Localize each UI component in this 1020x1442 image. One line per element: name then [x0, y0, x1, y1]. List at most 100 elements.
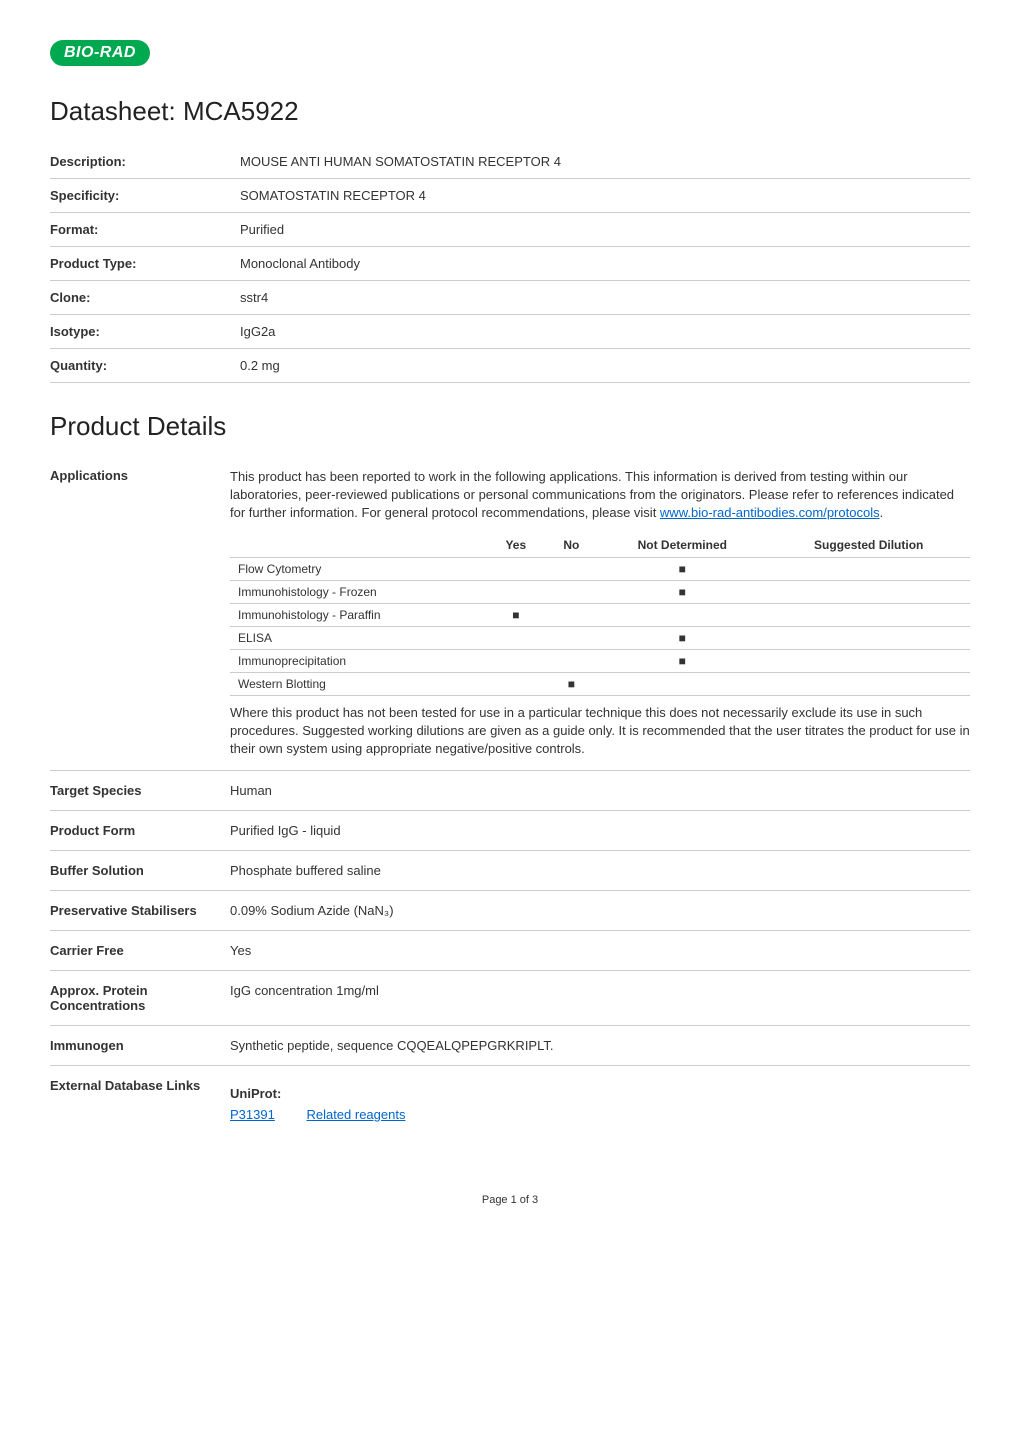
- header-row-label: Description:: [50, 145, 240, 179]
- applications-value: This product has been reported to work i…: [230, 468, 970, 758]
- app-row-name: Immunoprecipitation: [230, 649, 486, 672]
- applications-after-table: Where this product has not been tested f…: [230, 704, 970, 759]
- app-row-cell: [767, 557, 970, 580]
- header-row-value: sstr4: [240, 281, 970, 315]
- external-db-label: External Database Links: [50, 1078, 230, 1093]
- header-row-value: SOMATOSTATIN RECEPTOR 4: [240, 179, 970, 213]
- header-table: Description:MOUSE ANTI HUMAN SOMATOSTATI…: [50, 145, 970, 383]
- app-row-cell: [767, 580, 970, 603]
- detail-row-value: Human: [230, 783, 970, 798]
- header-row: Product Type:Monoclonal Antibody: [50, 247, 970, 281]
- detail-row: ImmunogenSynthetic peptide, sequence CQQ…: [50, 1025, 970, 1065]
- detail-row-label: Target Species: [50, 783, 230, 798]
- detail-row: Buffer SolutionPhosphate buffered saline: [50, 850, 970, 890]
- detail-row-label: Product Form: [50, 823, 230, 838]
- app-row-cell: [486, 672, 545, 695]
- app-table-row: ELISA ■: [230, 626, 970, 649]
- app-table-header: No: [545, 533, 597, 558]
- detail-row-label: Immunogen: [50, 1038, 230, 1053]
- app-row-cell: [767, 603, 970, 626]
- uniprot-heading: UniProt:: [230, 1086, 970, 1101]
- header-row: Description:MOUSE ANTI HUMAN SOMATOSTATI…: [50, 145, 970, 179]
- header-row-label: Isotype:: [50, 315, 240, 349]
- header-row: Specificity:SOMATOSTATIN RECEPTOR 4: [50, 179, 970, 213]
- app-row-name: Western Blotting: [230, 672, 486, 695]
- app-row-cell: [486, 557, 545, 580]
- detail-row-value: IgG concentration 1mg/ml: [230, 983, 970, 998]
- header-row: Quantity:0.2 mg: [50, 349, 970, 383]
- applications-table: YesNoNot DeterminedSuggested Dilution Fl…: [230, 533, 970, 696]
- applications-intro: This product has been reported to work i…: [230, 468, 970, 523]
- uniprot-id-link[interactable]: P31391: [230, 1107, 275, 1122]
- related-reagents-link[interactable]: Related reagents: [306, 1107, 405, 1122]
- protocols-link[interactable]: www.bio-rad-antibodies.com/protocols: [660, 505, 880, 520]
- applications-intro-suffix: .: [880, 505, 884, 520]
- app-table-row: Western Blotting ■: [230, 672, 970, 695]
- detail-row-value: Synthetic peptide, sequence CQQEALQPEPGR…: [230, 1038, 970, 1053]
- app-row-cell: [545, 557, 597, 580]
- app-row-cell: ■: [597, 580, 767, 603]
- detail-row: Product FormPurified IgG - liquid: [50, 810, 970, 850]
- header-row-value: MOUSE ANTI HUMAN SOMATOSTATIN RECEPTOR 4: [240, 145, 970, 179]
- detail-row: Preservative Stabilisers0.09% Sodium Azi…: [50, 890, 970, 930]
- datasheet-title: Datasheet: MCA5922: [50, 96, 970, 127]
- detail-row-label: Preservative Stabilisers: [50, 903, 230, 918]
- app-row-name: Flow Cytometry: [230, 557, 486, 580]
- app-table-header: Suggested Dilution: [767, 533, 970, 558]
- app-row-cell: ■: [486, 603, 545, 626]
- header-row: Format:Purified: [50, 213, 970, 247]
- app-row-cell: [767, 649, 970, 672]
- detail-row: Approx. Protein ConcentrationsIgG concen…: [50, 970, 970, 1025]
- app-row-cell: [767, 672, 970, 695]
- header-row: Clone:sstr4: [50, 281, 970, 315]
- page-footer: Page 1 of 3: [50, 1194, 970, 1206]
- app-row-cell: [486, 649, 545, 672]
- external-db-row: External Database Links UniProt: P31391 …: [50, 1065, 970, 1134]
- app-row-cell: [545, 603, 597, 626]
- app-table-row: Immunohistology - Frozen ■: [230, 580, 970, 603]
- app-row-cell: [486, 626, 545, 649]
- detail-row-label: Buffer Solution: [50, 863, 230, 878]
- header-row-label: Clone:: [50, 281, 240, 315]
- header-row-value: Purified: [240, 213, 970, 247]
- header-row-value: Monoclonal Antibody: [240, 247, 970, 281]
- detail-row: Carrier FreeYes: [50, 930, 970, 970]
- app-table-header: [230, 533, 486, 558]
- logo: BIO-RAD: [50, 40, 150, 66]
- applications-row: Applications This product has been repor…: [50, 456, 970, 770]
- app-table-header: Yes: [486, 533, 545, 558]
- detail-row-value: 0.09% Sodium Azide (NaN₃): [230, 903, 970, 918]
- app-row-cell: [597, 672, 767, 695]
- app-table-header: Not Determined: [597, 533, 767, 558]
- detail-row: Target SpeciesHuman: [50, 770, 970, 810]
- app-row-cell: [545, 580, 597, 603]
- external-db-value: UniProt: P31391 Related reagents: [230, 1078, 970, 1122]
- app-row-name: Immunohistology - Frozen: [230, 580, 486, 603]
- header-row: Isotype:IgG2a: [50, 315, 970, 349]
- header-row-label: Quantity:: [50, 349, 240, 383]
- app-row-name: ELISA: [230, 626, 486, 649]
- product-details-title: Product Details: [50, 411, 970, 442]
- detail-row-value: Yes: [230, 943, 970, 958]
- app-row-cell: [545, 626, 597, 649]
- app-row-cell: ■: [545, 672, 597, 695]
- applications-label: Applications: [50, 468, 230, 483]
- app-row-cell: ■: [597, 626, 767, 649]
- app-row-cell: [486, 580, 545, 603]
- header-row-value: 0.2 mg: [240, 349, 970, 383]
- app-table-row: Flow Cytometry ■: [230, 557, 970, 580]
- app-row-cell: [767, 626, 970, 649]
- app-row-cell: [597, 603, 767, 626]
- app-row-cell: ■: [597, 649, 767, 672]
- app-row-cell: ■: [597, 557, 767, 580]
- header-row-value: IgG2a: [240, 315, 970, 349]
- app-row-cell: [545, 649, 597, 672]
- header-row-label: Format:: [50, 213, 240, 247]
- detail-row-label: Carrier Free: [50, 943, 230, 958]
- detail-row-value: Phosphate buffered saline: [230, 863, 970, 878]
- detail-row-label: Approx. Protein Concentrations: [50, 983, 230, 1013]
- app-row-name: Immunohistology - Paraffin: [230, 603, 486, 626]
- app-table-row: Immunoprecipitation ■: [230, 649, 970, 672]
- header-row-label: Product Type:: [50, 247, 240, 281]
- detail-row-value: Purified IgG - liquid: [230, 823, 970, 838]
